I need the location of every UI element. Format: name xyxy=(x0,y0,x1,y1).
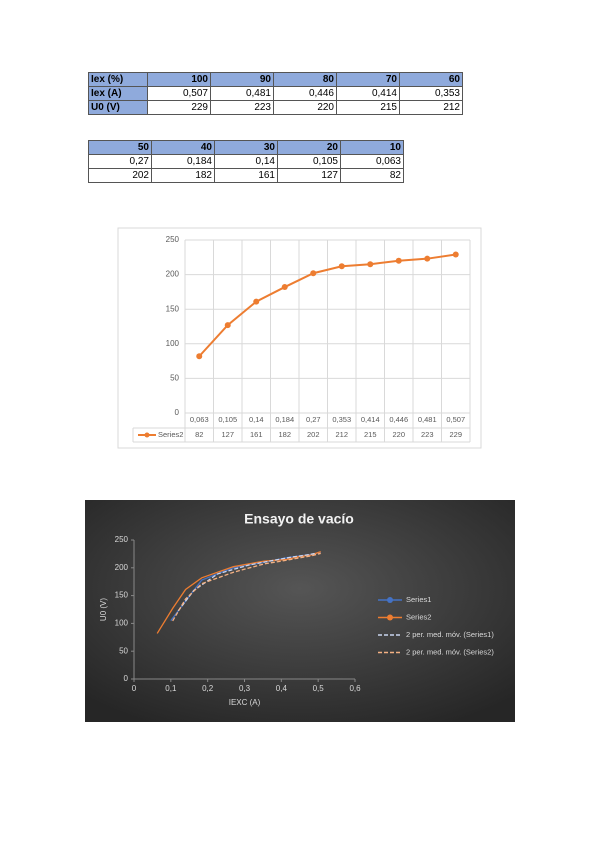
point xyxy=(196,353,203,360)
y-tick-label: 150 xyxy=(115,591,129,600)
x-tick-label: 0,184 xyxy=(275,415,294,424)
legend-label: Series1 xyxy=(406,595,431,604)
table-cell: 82 xyxy=(340,168,404,183)
x-tick-label: 0,414 xyxy=(361,415,380,424)
table-cell: Iex (%) xyxy=(88,72,148,87)
data-table-value: 220 xyxy=(392,430,405,439)
table-row: Iex (A) 0,507 0,481 0,446 0,414 0,353 xyxy=(88,86,463,101)
chart-title: Ensayo de vacío xyxy=(244,511,354,527)
table-cell: 212 xyxy=(399,100,463,115)
x-tick-label: 0,353 xyxy=(332,415,351,424)
y-tick-label: 250 xyxy=(115,535,129,544)
point xyxy=(424,255,431,262)
x-tick-label: 0,2 xyxy=(202,684,214,693)
x-tick-label: 0,105 xyxy=(218,415,237,424)
point xyxy=(281,284,288,291)
point xyxy=(338,263,345,270)
legend-label: 2 per. med. móv. (Series2) xyxy=(406,647,494,656)
table-cell: 10 xyxy=(340,140,404,155)
table-cell: 70 xyxy=(336,72,400,87)
y-axis-label: U0 (V) xyxy=(99,598,108,621)
table-cell: U0 (V) xyxy=(88,100,148,115)
point xyxy=(367,261,374,268)
data-table-value: 161 xyxy=(250,430,263,439)
legend-key xyxy=(387,597,393,603)
x-tick-label: 0,1 xyxy=(165,684,177,693)
table-cell: 202 xyxy=(88,168,152,183)
y-tick-label: 50 xyxy=(119,646,128,655)
x-tick-label: 0,446 xyxy=(389,415,408,424)
x-tick-label: 0,27 xyxy=(306,415,321,424)
line xyxy=(177,552,317,612)
point xyxy=(452,251,459,258)
y-tick-label: 50 xyxy=(170,374,179,383)
data-table-value: 202 xyxy=(307,430,320,439)
data-table-value: 229 xyxy=(449,430,462,439)
y-tick-label: 150 xyxy=(166,304,180,313)
data-table-value: 223 xyxy=(421,430,434,439)
x-axis-label: IEXC (A) xyxy=(229,698,261,707)
table-cell: 30 xyxy=(214,140,278,155)
line xyxy=(156,551,321,634)
data-table-value: 212 xyxy=(335,430,348,439)
table-row: 50 40 30 20 10 xyxy=(88,140,404,155)
y-tick-label: 200 xyxy=(166,270,180,279)
data-table-value: 182 xyxy=(278,430,291,439)
point xyxy=(224,322,231,329)
point xyxy=(395,257,402,264)
legend-key xyxy=(387,614,393,621)
x-tick-label: 0,5 xyxy=(313,684,325,693)
line xyxy=(198,253,456,357)
y-tick-label: 250 xyxy=(166,235,180,244)
table-cell: 40 xyxy=(151,140,215,155)
table-cell: 100 xyxy=(147,72,211,87)
table: Iex (%) 100 90 80 70 60 Iex (A) 0,507 0,481 0,446… xyxy=(88,72,463,115)
table-row: 0,27 0,184 0,14 0,105 0,063 xyxy=(88,154,404,169)
table-cell: 60 xyxy=(399,72,463,87)
data-table-value: 82 xyxy=(195,430,203,439)
table-row: 202 182 161 127 82 xyxy=(88,168,404,183)
point xyxy=(310,270,317,277)
table-row: U0 (V) 229 223 220 215 212 xyxy=(88,100,463,115)
line xyxy=(172,552,321,622)
legend-key xyxy=(144,432,150,438)
table-cell: 161 xyxy=(214,168,278,183)
table-cell: 50 xyxy=(88,140,152,155)
legend-label: Series2 xyxy=(406,612,431,621)
y-tick-label: 100 xyxy=(115,619,129,628)
chart-frame xyxy=(85,500,515,722)
x-tick-label: 0,481 xyxy=(418,415,437,424)
data-table-value: 127 xyxy=(221,430,234,439)
data-table-value: 215 xyxy=(364,430,377,439)
y-tick-label: 0 xyxy=(124,674,129,683)
x-tick-label: 0 xyxy=(132,684,137,693)
x-tick-label: 0,4 xyxy=(276,684,288,693)
table: 50 40 30 20 10 0,27 0,184 0,14 0,105 0,063 202 182 1… xyxy=(88,140,404,183)
legend-label: Series2 xyxy=(158,430,183,439)
y-tick-label: 200 xyxy=(115,563,129,572)
y-tick-label: 100 xyxy=(166,339,180,348)
legend-label: 2 per. med. móv. (Series1) xyxy=(406,630,494,639)
x-tick-label: 0,6 xyxy=(349,684,361,693)
x-tick-label: 0,063 xyxy=(190,415,209,424)
point xyxy=(253,298,260,305)
table-cell: 182 xyxy=(151,168,215,183)
y-tick-label: 0 xyxy=(175,408,180,417)
x-tick-label: 0,507 xyxy=(446,415,465,424)
x-tick-label: 0,3 xyxy=(239,684,251,693)
x-tick-label: 0,14 xyxy=(249,415,264,424)
